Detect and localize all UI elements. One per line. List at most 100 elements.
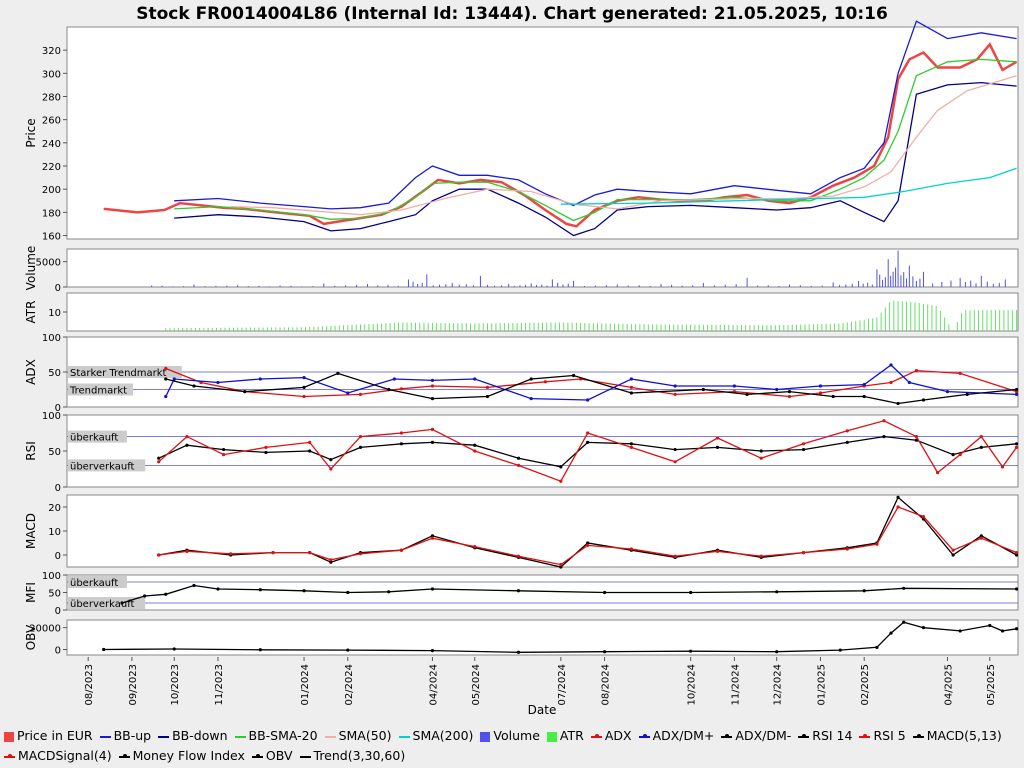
series-point: [586, 440, 590, 444]
series-point: [399, 387, 404, 391]
series-point: [775, 590, 779, 594]
legend: Price in EUR BB-up BB-down BB-SMA-20 SMA(50)…: [0, 726, 1024, 766]
x-tick-label: 02/2024: [344, 664, 355, 706]
series-point: [586, 543, 590, 548]
series-point: [629, 391, 633, 395]
panel-frame: [66, 414, 1019, 488]
series-point: [921, 515, 926, 519]
series-point: [1000, 629, 1005, 633]
series-point: [787, 390, 792, 394]
series-point: [516, 554, 521, 558]
series-point: [935, 471, 940, 475]
panel-atr: ATR 10: [24, 292, 1019, 332]
legend-item: ADX: [590, 726, 632, 746]
series-point: [862, 383, 866, 387]
series-point: [889, 363, 893, 367]
series-point: [229, 552, 233, 556]
legend-item: MACD(5,13): [912, 726, 1002, 746]
y-tick-label: 100: [42, 571, 61, 582]
legend-swatch: [158, 735, 170, 738]
series-point: [882, 419, 886, 423]
series-point: [308, 440, 312, 444]
y-axis-label: OBV: [24, 624, 38, 650]
series-point: [1014, 627, 1019, 631]
series-point: [629, 385, 633, 389]
series-point: [329, 467, 333, 471]
series-point: [979, 445, 983, 449]
panel-frame: [66, 574, 1019, 611]
series-point: [485, 394, 490, 399]
x-tick-label: 09/2023: [128, 664, 139, 706]
series-point: [172, 377, 176, 381]
series-point: [988, 623, 992, 628]
series-point: [399, 548, 404, 552]
legend-label: BB-up: [113, 728, 152, 743]
series-point: [559, 465, 563, 469]
series-point: [902, 620, 906, 624]
legend-item: ADX/DM-: [721, 726, 791, 746]
series-point: [258, 648, 262, 652]
reference-label-bg: [68, 459, 146, 472]
chart-title: Stock FR0014004L86 (Internal Id: 13444).…: [136, 4, 888, 24]
reference-label: überkauft: [70, 578, 118, 589]
x-tick-label: 10/2024: [687, 664, 698, 706]
series-point: [914, 435, 919, 439]
legend-item: SMA(200): [398, 726, 474, 746]
series-line-sma-200-: [560, 167, 1017, 205]
series-point: [302, 394, 306, 399]
series-point: [559, 565, 563, 569]
series-point: [902, 586, 906, 590]
y-tick-label: 100: [42, 411, 61, 422]
legend-label: ADX: [604, 728, 632, 743]
series-point: [629, 442, 633, 446]
legend-item: BB-down: [158, 726, 228, 746]
series-point: [143, 594, 147, 598]
x-tick-label: 10/2023: [170, 664, 181, 706]
series-point: [120, 601, 124, 605]
series-point: [845, 547, 849, 551]
series-point: [516, 589, 521, 593]
series-point: [787, 394, 792, 399]
series-point: [801, 447, 806, 452]
series-point: [921, 626, 926, 630]
series-point: [264, 445, 268, 449]
series-point: [430, 534, 435, 538]
series-point: [602, 590, 607, 595]
legend-label: BB-SMA-20: [248, 728, 318, 743]
series-point: [907, 380, 911, 385]
y-axis-label: MFI: [24, 582, 38, 603]
series-point: [673, 384, 677, 388]
series-point: [346, 391, 350, 395]
reference-label: überkauft: [70, 433, 118, 444]
legend-item: SMA(50): [324, 726, 392, 746]
y-tick-label: 50: [48, 447, 61, 458]
series-point: [914, 438, 919, 442]
series-point: [1014, 387, 1019, 392]
legend-label: SMA(200): [412, 728, 474, 743]
series-point: [882, 435, 886, 439]
panel-frame: [66, 248, 1019, 288]
series-point: [689, 590, 693, 595]
series-line-obv: [103, 621, 1017, 653]
series-point: [715, 436, 720, 440]
series-point: [346, 648, 350, 652]
x-tick-label: 11/2023: [214, 664, 225, 706]
legend-swatch: [4, 754, 15, 758]
legend-swatch: [251, 754, 263, 758]
legend-label: Volume: [493, 728, 540, 743]
y-axis-label: MACD: [24, 513, 38, 549]
series-point: [629, 547, 633, 551]
legend-item: Trend(3,30,60): [299, 746, 405, 766]
series-point: [875, 645, 879, 649]
series-point: [979, 534, 983, 538]
series-point: [222, 447, 226, 452]
series-point: [392, 377, 396, 381]
reference-label-bg: [68, 597, 146, 609]
series-point: [346, 590, 350, 595]
reference-label: Trendmarkt: [69, 386, 127, 397]
series-point: [543, 380, 547, 384]
series-point: [308, 449, 312, 453]
legend-item: BB-SMA-20: [234, 726, 318, 746]
series-point: [485, 385, 490, 389]
legend-swatch: [99, 735, 111, 738]
